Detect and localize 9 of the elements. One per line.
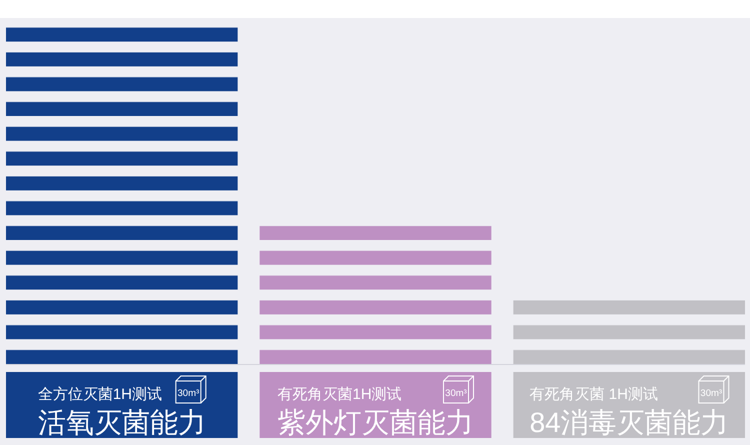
text: 有死角灭菌1H测试 <box>278 386 402 403</box>
x-tick-label: 紫外灯灭菌能力 <box>278 407 474 438</box>
text: 30m³ <box>700 388 722 399</box>
text: 有死角灭菌 1H测试 <box>530 386 658 403</box>
text: 30m³ <box>178 388 200 399</box>
x-tick-label: 活氧灭菌能力 <box>38 407 206 438</box>
text: 全方位灭菌1H测试 <box>38 386 162 403</box>
text: 30m³ <box>445 388 467 399</box>
x-tick-label: 84消毒灭菌能力 <box>530 407 729 438</box>
